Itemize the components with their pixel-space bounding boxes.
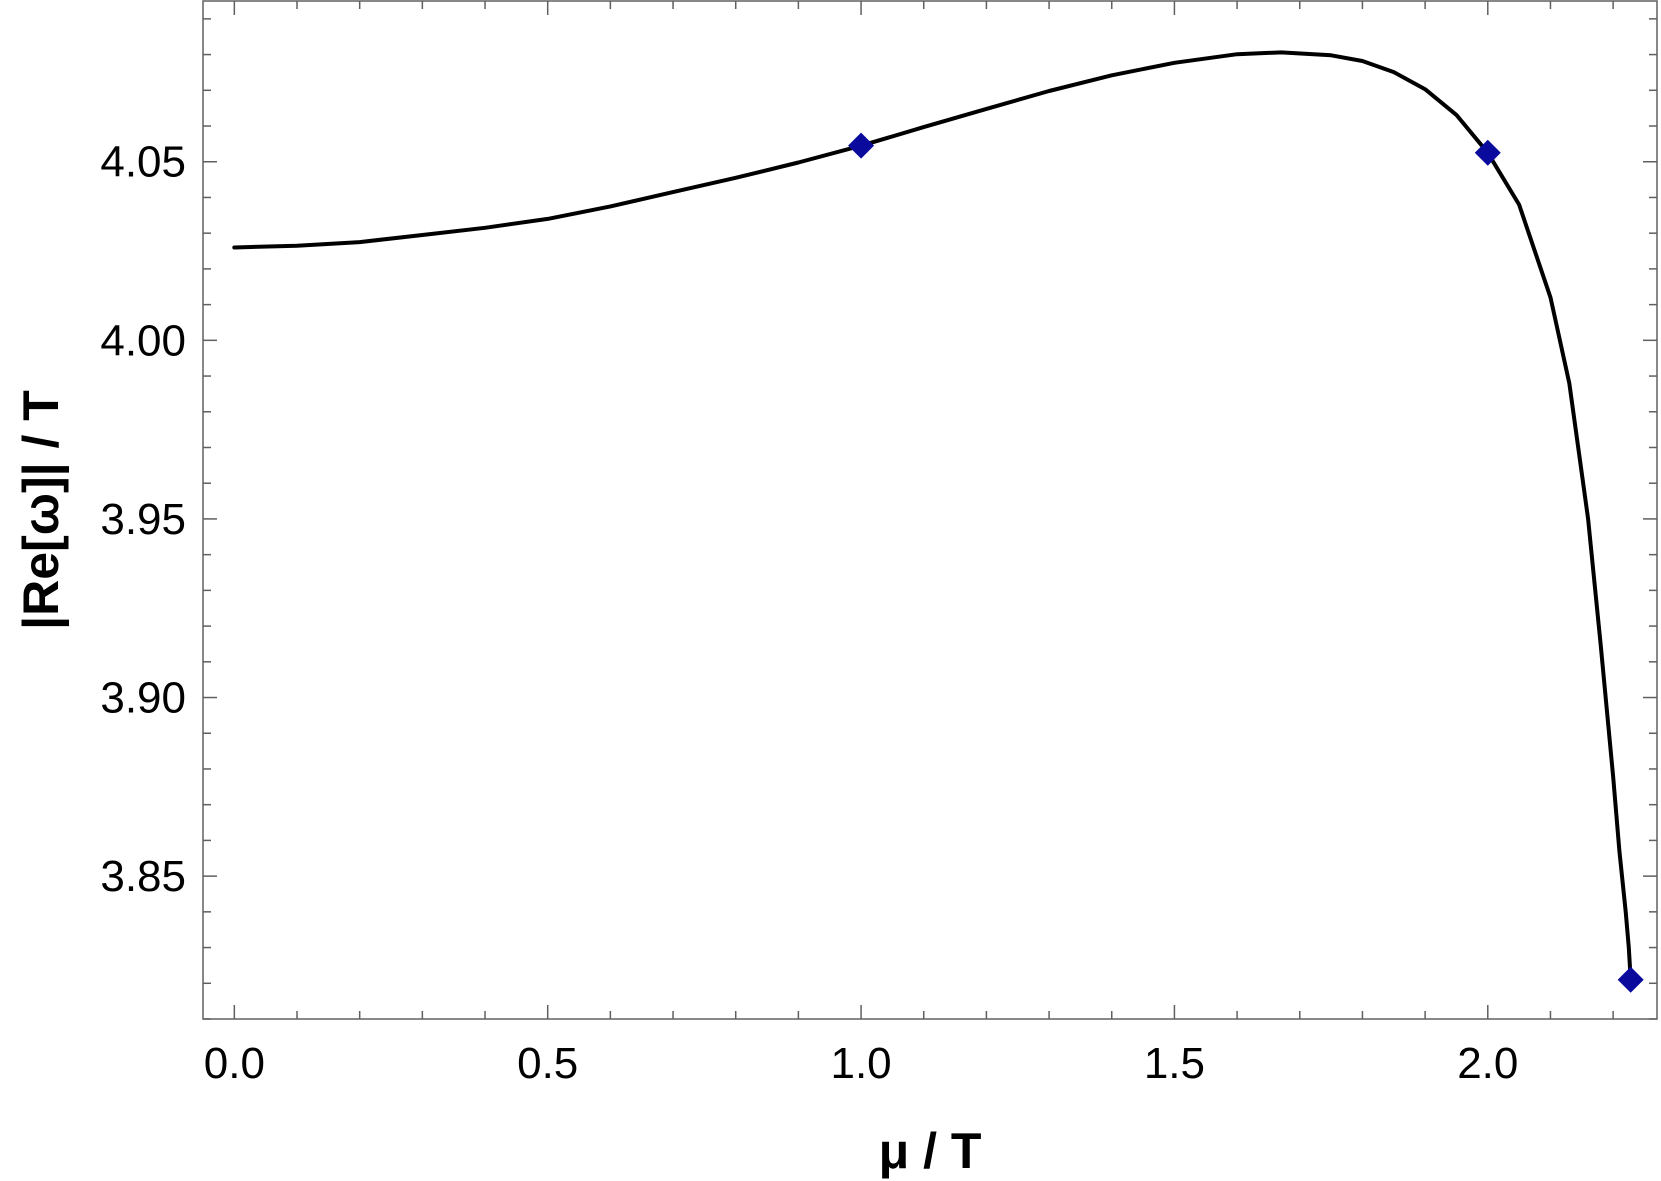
diamond-marker xyxy=(848,132,875,159)
y-tick-label: 3.85 xyxy=(100,852,186,901)
x-tick-label: 0.0 xyxy=(204,1039,265,1088)
x-axis-title: μ / T xyxy=(879,1123,982,1179)
curve-line xyxy=(232,50,1633,982)
x-tick-label: 1.0 xyxy=(830,1039,891,1088)
x-tick-label: 0.5 xyxy=(517,1039,578,1088)
y-tick-label: 4.00 xyxy=(100,316,186,365)
x-tick-label: 2.0 xyxy=(1457,1039,1518,1088)
y-axis-title: |Re[ω]| / T xyxy=(13,390,70,630)
series xyxy=(232,50,1644,993)
diamond-marker xyxy=(1474,139,1501,166)
tick-labels: 0.0 0.5 1.0 1.5 2.0 3.85 3.90 3.95 4.00 4.05 xyxy=(100,138,1518,1088)
x-tick-label: 1.5 xyxy=(1144,1039,1205,1088)
y-tick-label: 4.05 xyxy=(100,138,186,187)
plot-frame xyxy=(202,0,1658,1020)
axis-ticks xyxy=(203,1,1657,1020)
y-tick-label: 3.95 xyxy=(100,495,186,544)
y-tick-label: 3.90 xyxy=(100,674,186,723)
diamond-marker xyxy=(1617,966,1644,993)
